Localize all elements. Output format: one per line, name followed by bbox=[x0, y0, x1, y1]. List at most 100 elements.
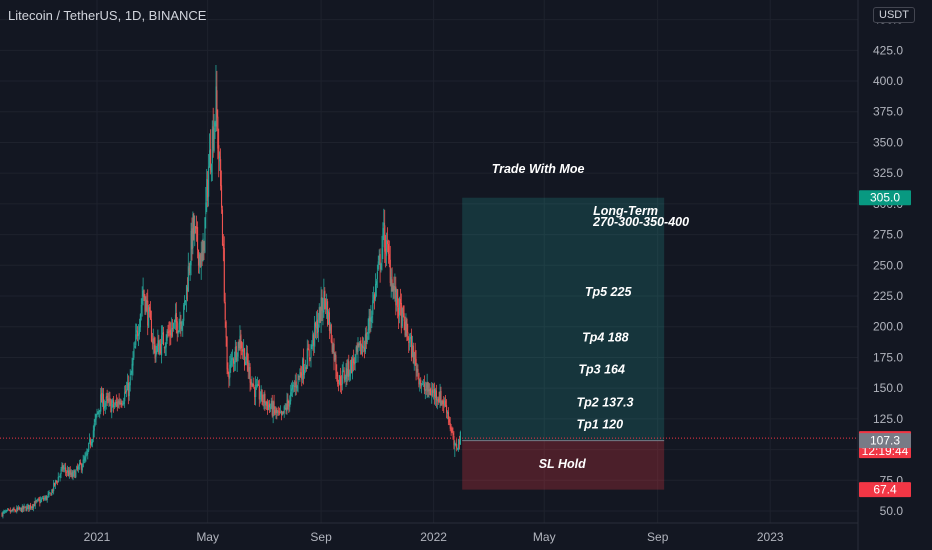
candle bbox=[138, 318, 141, 340]
candle bbox=[409, 333, 411, 351]
svg-text:107.3: 107.3 bbox=[870, 434, 900, 448]
candle bbox=[244, 347, 246, 371]
candle bbox=[352, 349, 354, 372]
candle bbox=[422, 378, 425, 387]
candles bbox=[1, 65, 461, 519]
candle bbox=[301, 366, 303, 387]
candle bbox=[242, 342, 244, 360]
candle bbox=[2, 511, 4, 519]
candle bbox=[392, 283, 394, 300]
y-tick-label: 125.0 bbox=[873, 412, 903, 426]
candle bbox=[132, 351, 134, 376]
candle bbox=[338, 379, 340, 392]
candle bbox=[140, 298, 142, 321]
candle bbox=[430, 387, 432, 396]
candle bbox=[109, 391, 111, 407]
candle bbox=[363, 337, 365, 353]
candle bbox=[32, 503, 34, 512]
candle bbox=[68, 467, 70, 479]
candle bbox=[6, 509, 8, 513]
candle bbox=[164, 342, 166, 357]
candle bbox=[339, 375, 341, 386]
candle bbox=[124, 385, 126, 408]
candle bbox=[172, 319, 174, 338]
candle bbox=[229, 355, 231, 386]
candle bbox=[443, 396, 445, 414]
candle bbox=[342, 361, 344, 373]
candle bbox=[1, 512, 3, 517]
candle bbox=[321, 289, 323, 322]
candle bbox=[178, 318, 180, 333]
candle bbox=[423, 375, 425, 395]
candle bbox=[237, 341, 239, 362]
candle bbox=[455, 442, 457, 447]
candle bbox=[145, 296, 147, 315]
long-position-tool[interactable] bbox=[462, 197, 665, 490]
candle bbox=[372, 291, 374, 324]
candle bbox=[27, 503, 29, 510]
candle bbox=[83, 455, 85, 464]
time-scale-ticks[interactable]: 2021 May Sep 2022 May Sep 2023 bbox=[84, 530, 784, 544]
candle bbox=[412, 342, 414, 364]
candle bbox=[215, 65, 217, 132]
candle bbox=[101, 386, 103, 403]
candle bbox=[120, 398, 122, 408]
candle bbox=[296, 384, 298, 392]
annotation-text: SL Hold bbox=[539, 457, 586, 471]
candle bbox=[161, 325, 164, 344]
candle bbox=[108, 391, 110, 407]
candle bbox=[91, 438, 93, 448]
candle bbox=[50, 492, 52, 496]
candle bbox=[258, 379, 260, 407]
candle bbox=[444, 397, 446, 408]
candle bbox=[230, 353, 232, 373]
candle bbox=[66, 465, 69, 477]
candle bbox=[114, 399, 117, 408]
candle bbox=[394, 273, 396, 302]
candle bbox=[330, 323, 332, 344]
candle bbox=[69, 466, 71, 478]
candle bbox=[171, 317, 173, 339]
profit-zone[interactable] bbox=[462, 197, 665, 441]
candle bbox=[148, 304, 150, 328]
candle bbox=[81, 463, 83, 474]
candle bbox=[456, 439, 458, 452]
candle bbox=[408, 336, 410, 354]
annotation-text: 270-300-350-400 bbox=[592, 215, 689, 229]
candle bbox=[177, 330, 179, 338]
price-scale[interactable] bbox=[858, 0, 932, 550]
candle bbox=[210, 163, 212, 182]
candle bbox=[410, 328, 413, 362]
candle bbox=[113, 395, 115, 413]
candle bbox=[211, 120, 213, 182]
candle bbox=[209, 133, 211, 168]
candle bbox=[67, 466, 70, 477]
candle bbox=[55, 479, 57, 490]
annotation-text: Tp5 225 bbox=[585, 285, 633, 299]
candle bbox=[93, 419, 95, 438]
candle bbox=[49, 492, 51, 494]
candle bbox=[182, 318, 184, 337]
candle bbox=[105, 392, 107, 410]
candle bbox=[209, 129, 212, 175]
candle bbox=[381, 235, 383, 271]
stop-zone[interactable] bbox=[462, 440, 665, 490]
candle bbox=[100, 387, 102, 415]
candle bbox=[256, 376, 259, 388]
candle bbox=[382, 222, 384, 260]
candle bbox=[315, 311, 318, 340]
candle bbox=[165, 334, 167, 356]
candle bbox=[137, 326, 139, 342]
currency-button[interactable]: USDT bbox=[873, 7, 915, 23]
candle bbox=[416, 362, 418, 377]
candle bbox=[250, 378, 252, 390]
candle bbox=[280, 405, 282, 414]
candle bbox=[327, 298, 329, 327]
candle bbox=[375, 273, 377, 302]
candle bbox=[219, 151, 221, 171]
candle bbox=[362, 336, 364, 357]
candle bbox=[424, 381, 426, 400]
candle bbox=[158, 334, 160, 355]
y-tick-label: 150.0 bbox=[873, 381, 903, 395]
